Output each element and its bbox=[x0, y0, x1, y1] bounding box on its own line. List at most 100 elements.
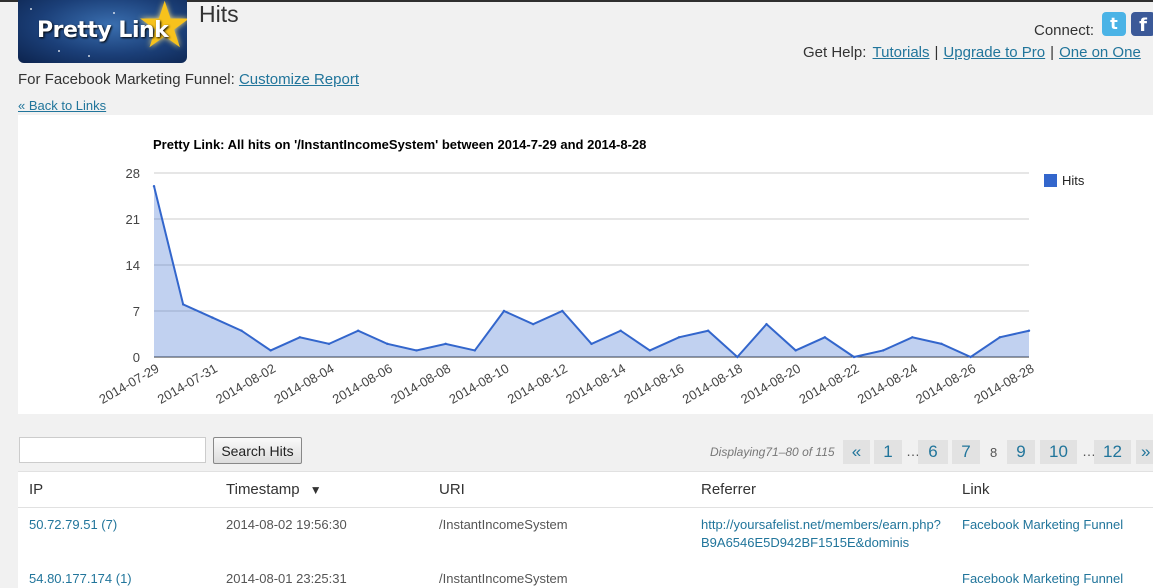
x-tick-label: 2014-08-04 bbox=[271, 361, 336, 407]
x-tick-label: 2014-07-31 bbox=[155, 361, 220, 407]
hits-chart-svg: Pretty Link: All hits on '/InstantIncome… bbox=[96, 137, 1085, 407]
hits-point bbox=[619, 329, 622, 332]
x-tick-label: 2014-08-24 bbox=[855, 361, 920, 407]
row-link[interactable]: Facebook Marketing Funnel bbox=[962, 571, 1124, 586]
hits-point bbox=[736, 355, 739, 359]
hits-point bbox=[502, 309, 506, 313]
x-tick-label: 2014-08-28 bbox=[971, 361, 1036, 407]
logo-sparkle bbox=[113, 12, 115, 14]
row-ip-link[interactable]: 54.80.177.174 (1) bbox=[29, 571, 132, 586]
column-header-timestamp[interactable]: Timestamp ▼ bbox=[226, 481, 322, 498]
x-tick-label: 2014-08-14 bbox=[563, 361, 628, 407]
y-tick-label: 7 bbox=[133, 304, 140, 319]
x-tick-label: 2014-08-02 bbox=[213, 361, 278, 407]
hits-point bbox=[356, 329, 360, 332]
help-bar: Get Help: Tutorials | Upgrade to Pro | One o… bbox=[803, 44, 1143, 61]
hits-point bbox=[765, 322, 768, 326]
search-hits-button[interactable]: Search Hits bbox=[213, 437, 302, 464]
pagination-prev-button[interactable]: « bbox=[843, 440, 870, 464]
pagination-page-9[interactable]: 9 bbox=[1007, 440, 1035, 464]
hits-point bbox=[240, 329, 243, 332]
report-heading: For Facebook Marketing Funnel: Customize… bbox=[18, 71, 359, 88]
pretty-link-logo[interactable]: ★ Pretty Link bbox=[18, 0, 187, 63]
hits-point bbox=[473, 349, 477, 352]
timestamp-label: Timestamp bbox=[226, 481, 300, 498]
pagination-next-button[interactable]: » bbox=[1136, 440, 1153, 464]
customize-report-link[interactable]: Customize Report bbox=[238, 71, 359, 88]
one-on-one-link[interactable]: One on One bbox=[1059, 44, 1141, 61]
hits-point bbox=[444, 342, 447, 346]
x-tick-label: 2014-07-29 bbox=[96, 361, 161, 407]
legend-label: Hits bbox=[1062, 173, 1085, 188]
displaying-count: Displaying71–80 of 115 bbox=[710, 445, 835, 459]
row-timestamp: 2014-08-02 19:56:30 bbox=[226, 517, 347, 532]
x-tick-label: 2014-08-16 bbox=[621, 361, 686, 407]
hits-point bbox=[677, 336, 681, 339]
logo-sparkle bbox=[30, 8, 32, 10]
pagination-ellipsis: … bbox=[906, 443, 920, 459]
pagination-page-7[interactable]: 7 bbox=[952, 440, 980, 464]
x-tick-label: 2014-08-12 bbox=[505, 361, 570, 407]
hits-point bbox=[386, 342, 389, 346]
hits-point bbox=[911, 336, 914, 339]
column-header-referrer[interactable]: Referrer bbox=[701, 481, 757, 498]
hits-point bbox=[998, 336, 1002, 339]
pagination-page-1[interactable]: 1 bbox=[874, 440, 902, 464]
hits-point bbox=[211, 316, 214, 319]
back-to-links-link[interactable]: « Back to Links bbox=[18, 98, 107, 113]
search-input[interactable] bbox=[19, 437, 206, 463]
hits-point bbox=[181, 303, 185, 306]
chart-title: Pretty Link: All hits on '/InstantIncome… bbox=[153, 137, 646, 152]
help-separator: | bbox=[1050, 44, 1055, 61]
logo-sparkle bbox=[58, 50, 60, 52]
top-border bbox=[0, 0, 1153, 2]
row-ip-link[interactable]: 50.72.79.51 (7) bbox=[29, 517, 118, 532]
tutorials-link[interactable]: Tutorials bbox=[872, 44, 930, 61]
logo-text: Pretty Link bbox=[37, 18, 169, 43]
page-title: Hits bbox=[199, 1, 239, 27]
table-header-divider bbox=[18, 507, 1153, 508]
y-tick-label: 21 bbox=[126, 212, 140, 227]
displaying-range: 71–80 of 115 bbox=[765, 445, 835, 459]
y-tick-label: 28 bbox=[126, 166, 140, 181]
x-tick-label: 2014-08-08 bbox=[388, 361, 453, 407]
column-header-uri[interactable]: URI bbox=[439, 481, 465, 498]
sort-desc-icon: ▼ bbox=[309, 483, 322, 497]
pagination-page-10[interactable]: 10 bbox=[1040, 440, 1077, 464]
x-tick-label: 2014-08-18 bbox=[680, 361, 745, 407]
hits-point bbox=[531, 322, 535, 326]
x-tick-label: 2014-08-20 bbox=[738, 361, 803, 407]
hits-point bbox=[940, 342, 943, 346]
row-referrer-link[interactable]: http://yoursafelist.net/members/earn.php… bbox=[701, 517, 941, 550]
hits-point bbox=[881, 349, 885, 352]
row-uri: /InstantIncomeSystem bbox=[439, 517, 568, 532]
help-label: Get Help: bbox=[803, 44, 867, 61]
hits-point bbox=[823, 336, 827, 339]
facebook-icon[interactable]: f bbox=[1131, 12, 1153, 36]
pagination-page-6[interactable]: 6 bbox=[918, 440, 948, 464]
row-link[interactable]: Facebook Marketing Funnel bbox=[962, 517, 1124, 532]
hits-area bbox=[154, 186, 1029, 357]
connect-label: Connect: bbox=[1034, 22, 1095, 39]
pagination-page-12[interactable]: 12 bbox=[1094, 440, 1131, 464]
upgrade-to-pro-link[interactable]: Upgrade to Pro bbox=[943, 44, 1046, 61]
hits-point bbox=[415, 349, 418, 352]
y-tick-label: 14 bbox=[126, 258, 140, 273]
hits-point bbox=[590, 342, 593, 346]
hits-point bbox=[648, 349, 652, 352]
hits-point bbox=[269, 349, 272, 352]
column-header-link[interactable]: Link bbox=[962, 481, 990, 498]
pagination-ellipsis: … bbox=[1082, 443, 1096, 459]
row-timestamp: 2014-08-01 23:25:31 bbox=[226, 571, 347, 586]
column-header-ip[interactable]: IP bbox=[29, 481, 44, 498]
logo-sparkle bbox=[88, 55, 90, 57]
help-separator: | bbox=[934, 44, 939, 61]
hits-point bbox=[561, 309, 564, 313]
twitter-icon[interactable]: t bbox=[1102, 12, 1126, 36]
pagination-current-page: 8 bbox=[990, 445, 998, 460]
hits-point bbox=[1027, 329, 1031, 332]
hits-point bbox=[298, 336, 302, 339]
hits-table: IP Timestamp ▼ URI Referrer Link 50.72.7… bbox=[18, 471, 1153, 588]
hits-point bbox=[794, 349, 797, 352]
x-tick-label: 2014-08-10 bbox=[446, 361, 511, 407]
